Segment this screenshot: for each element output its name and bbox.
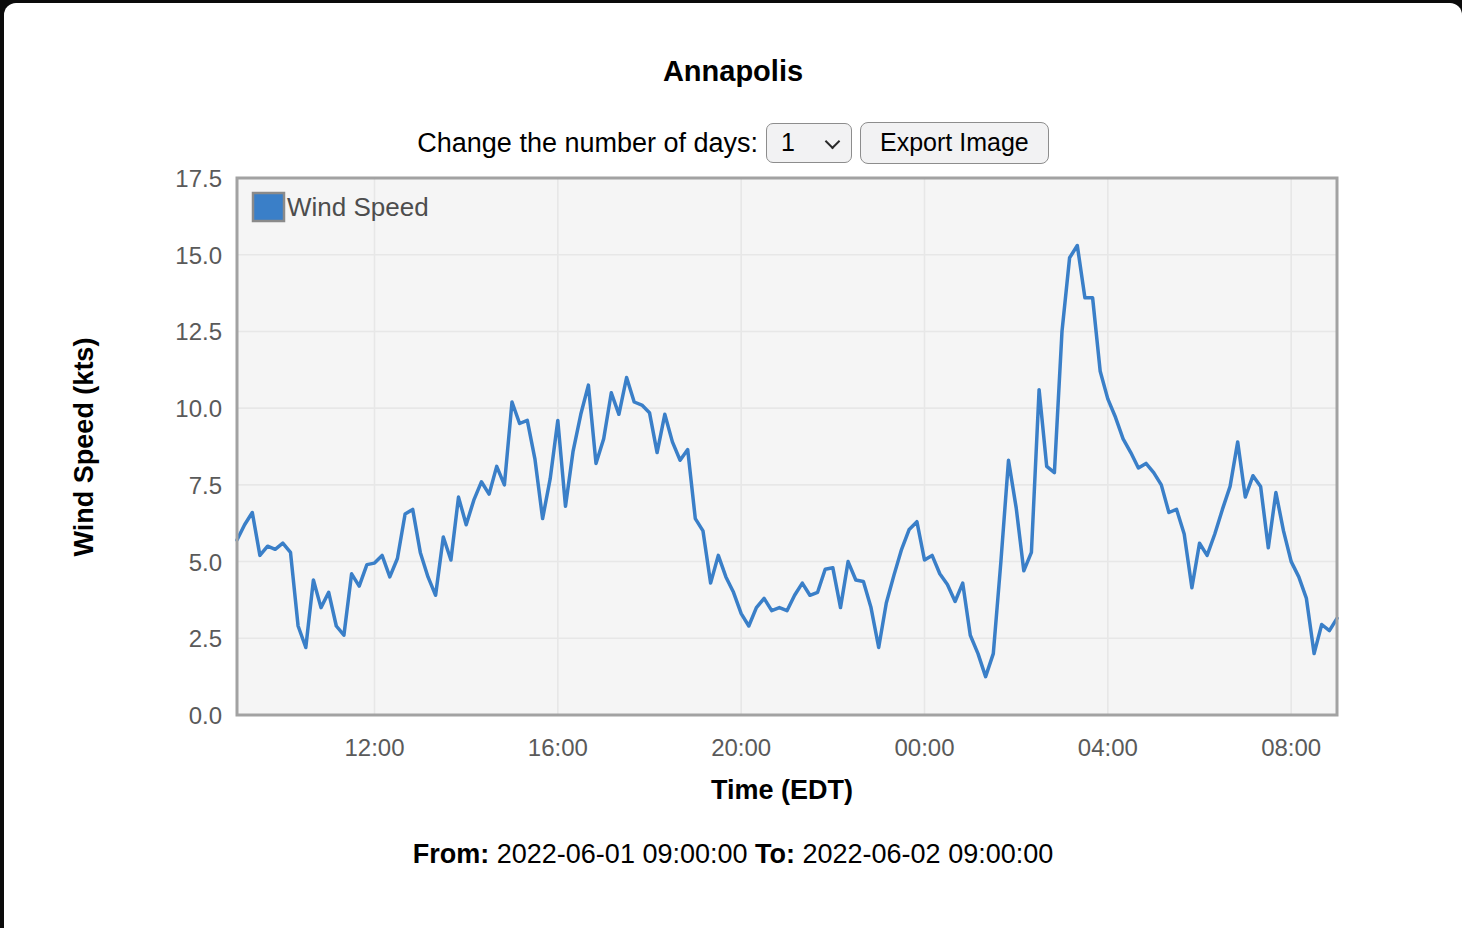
plot-area: 17.5 15.0 12.5 10.0 7.5 5.0 2.5 0.0 12:00 16:00 20… [175,168,1337,761]
x-tick-label: 00:00 [894,734,954,761]
y-tick-label: 0.0 [189,702,222,729]
to-value: 2022-06-02 09:00:00 [803,839,1054,869]
x-tick-label: 04:00 [1078,734,1138,761]
legend-swatch [253,193,284,221]
days-select-wrap: 1 [766,123,852,163]
controls-row: Change the number of days: 1 Export Imag… [4,120,1462,166]
chart-legend: Wind Speed [253,192,429,222]
browser-page: Annapolis Change the number of days: 1 E… [4,3,1462,928]
days-label: Change the number of days: [417,128,758,159]
y-tick-label: 7.5 [189,472,222,499]
y-tick-label: 2.5 [189,625,222,652]
x-tick-label: 20:00 [711,734,771,761]
y-tick-label: 17.5 [175,168,222,192]
y-tick-label: 15.0 [175,242,222,269]
date-range: From: 2022-06-01 09:00:00 To: 2022-06-02… [4,839,1462,870]
wind-speed-chart: 17.5 15.0 12.5 10.0 7.5 5.0 2.5 0.0 12:00 16:00 20… [4,168,1462,823]
from-label: From: [413,839,490,869]
page-title: Annapolis [4,55,1462,88]
legend-label: Wind Speed [287,192,429,222]
x-axis-title: Time (EDT) [711,775,853,805]
y-tick-label: 12.5 [175,318,222,345]
y-tick-label: 5.0 [189,549,222,576]
to-label: To: [755,839,795,869]
x-tick-label: 12:00 [344,734,404,761]
y-axis-title: Wind Speed (kts) [69,338,99,557]
y-tick-label: 10.0 [175,395,222,422]
x-tick-label: 16:00 [528,734,588,761]
page: { "header": { "title": "Annapolis" }, "c… [0,0,1462,928]
x-tick-label: 08:00 [1261,734,1321,761]
from-value: 2022-06-01 09:00:00 [497,839,748,869]
plot-background [237,178,1337,715]
export-image-button[interactable]: Export Image [860,122,1049,164]
days-select[interactable]: 1 [766,123,852,163]
